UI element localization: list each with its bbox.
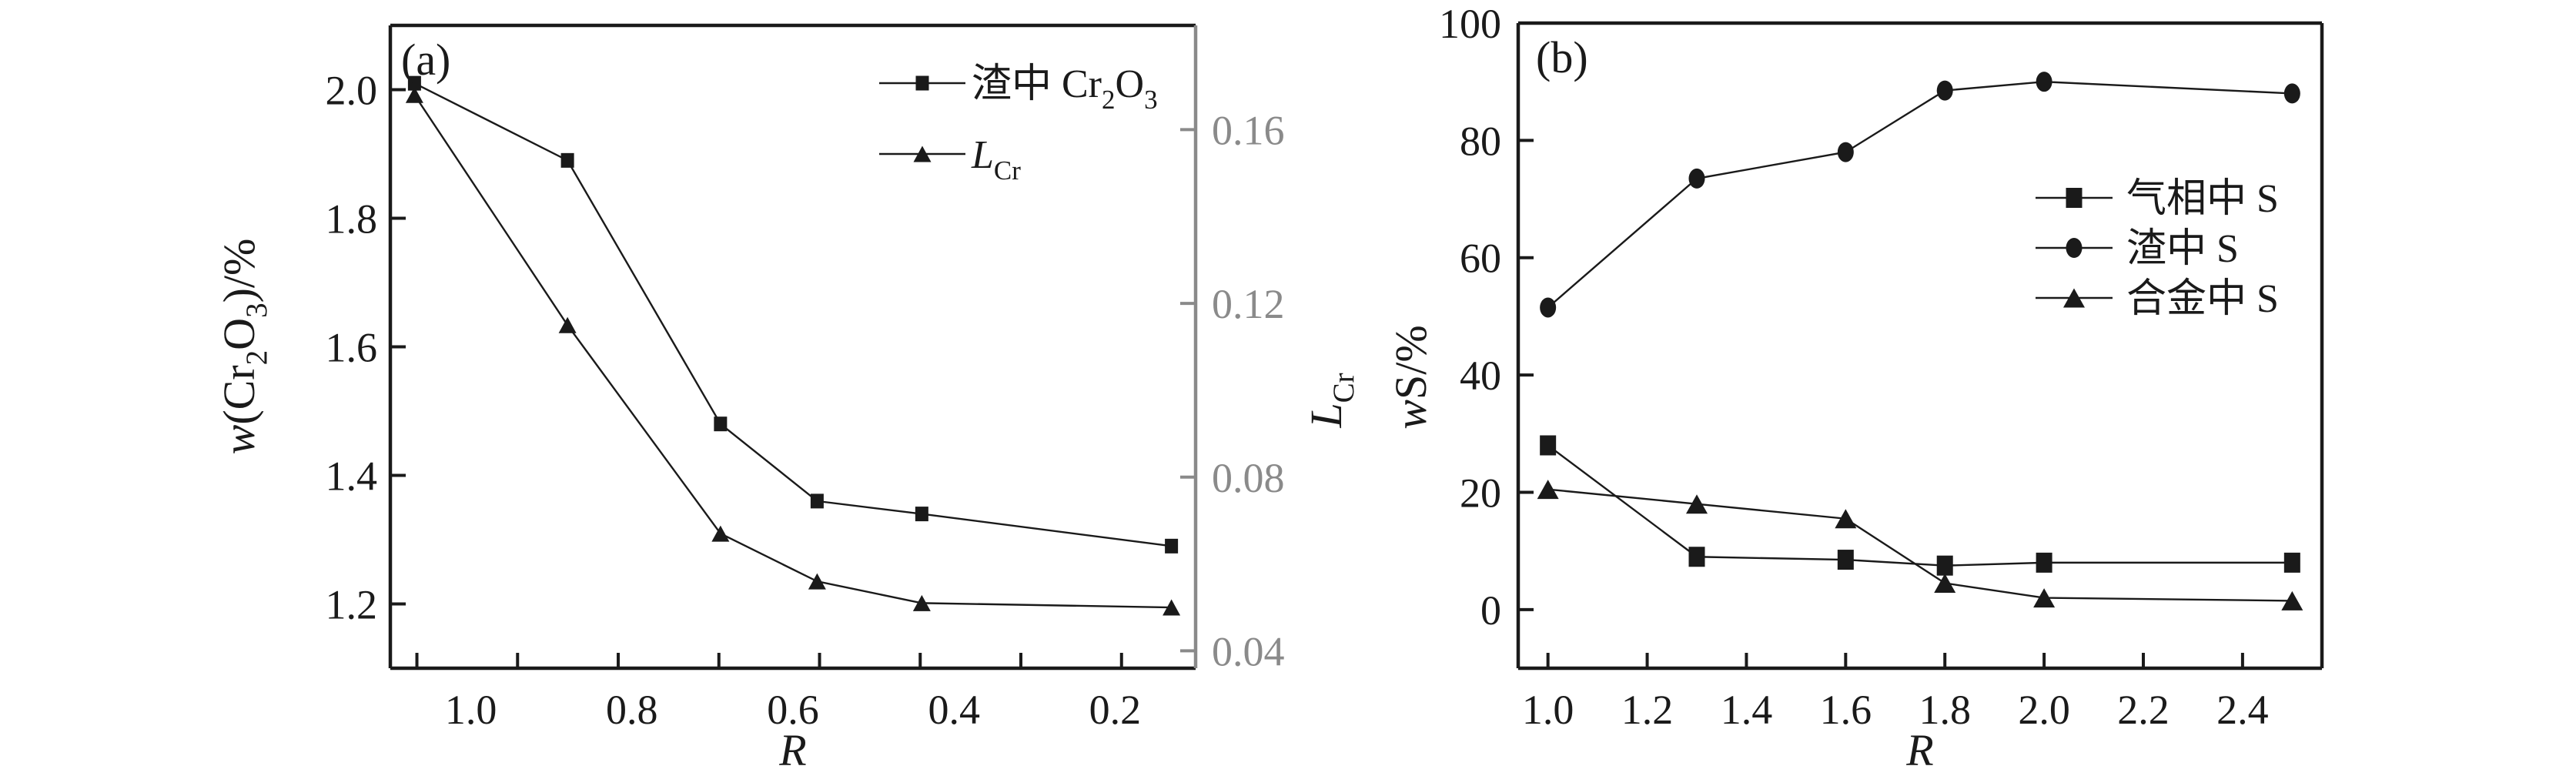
legend-label-gas-s: 气相中 S [2126, 177, 2279, 221]
x-tick-label: 2.0 [2018, 687, 2070, 733]
series-line-lcr [413, 94, 1172, 609]
data-point-alloy-s [1537, 480, 1559, 500]
legend-marker-square-icon [2066, 188, 2083, 208]
y-right-tick-label: 0.04 [1212, 628, 1285, 674]
y-left-tick-label: 1.4 [326, 453, 378, 500]
x-tick-label: 1.4 [1721, 687, 1773, 733]
x-axis-title: R [778, 725, 806, 775]
legend-label-lcr: LCr [971, 133, 1021, 186]
y-left-tick-label: 100 [1439, 1, 1501, 47]
data-point-alloy-s [2281, 590, 2303, 610]
legend-label-slag-s: 渣中 S [2126, 227, 2239, 271]
data-point-gas-s [1837, 550, 1854, 570]
x-tick-label: 0.6 [767, 687, 819, 733]
x-tick-label: 1.2 [1621, 687, 1674, 733]
series-lcr [405, 86, 1181, 616]
data-point-alloy-s [1686, 494, 1708, 514]
legend-label-alloy-s: 合金中 S [2126, 277, 2279, 321]
y-left-tick-label: 60 [1460, 236, 1501, 282]
y-right-axis-title: LCr [1301, 373, 1360, 428]
x-tick-label: 1.0 [1522, 687, 1574, 733]
legend-marker-triangle-icon [913, 146, 932, 162]
series-slag-s [1540, 72, 2300, 318]
data-point-slag-s [2283, 83, 2300, 104]
data-point-lcr [711, 525, 730, 542]
data-point-slag-s [2036, 72, 2052, 92]
legend: 渣中 Cr2O3 LCr [879, 62, 1158, 186]
panel-label: (a) [401, 35, 450, 85]
data-point-lcr [912, 594, 931, 611]
x-tick-label: 0.4 [928, 687, 980, 733]
data-point-slag-s [1540, 297, 1557, 318]
data-point-alloy-s [1835, 509, 1857, 529]
data-point-gas-s [2036, 552, 2052, 573]
y-left-axis-title: w(Cr2O3)/% [214, 239, 273, 455]
panel-label: (b) [1536, 32, 1588, 82]
data-point-alloy-s [1934, 574, 1956, 594]
x-tick-label: 2.4 [2216, 687, 2269, 733]
data-point-gas-s [1936, 555, 1953, 576]
y-left-tick-label: 1.2 [326, 582, 378, 628]
data-point-slag-cr2o3 [810, 493, 824, 509]
data-point-lcr [808, 573, 826, 590]
legend: 气相中 S 渣中 S 合金中 S [2036, 177, 2279, 321]
data-point-slag-cr2o3 [407, 75, 421, 91]
series-alloy-s [1537, 480, 2303, 610]
y-left-tick-label: 2.0 [326, 68, 378, 114]
data-point-alloy-s [2033, 588, 2056, 608]
x-tick-label: 1.0 [445, 687, 497, 733]
data-point-lcr [558, 316, 577, 333]
x-tick-label: 2.2 [2117, 687, 2170, 733]
data-point-lcr [405, 86, 423, 103]
y-left-tick-label: 80 [1460, 118, 1501, 164]
data-point-slag-s [1936, 80, 1953, 101]
series-slag-cr2o3 [407, 75, 1179, 554]
data-point-slag-cr2o3 [714, 416, 728, 432]
y-left-tick-label: 1.8 [326, 196, 378, 242]
series-line-slag-s [1547, 80, 2293, 309]
legend-label-slag-cr2o3: 渣中 Cr2O3 [972, 62, 1158, 115]
data-point-lcr [1163, 599, 1181, 616]
series-line-slag-cr2o3 [413, 82, 1172, 547]
x-axis-title: R [1905, 725, 1933, 775]
y-left-tick-label: 0 [1480, 587, 1501, 634]
data-point-slag-cr2o3 [915, 507, 928, 522]
y-right-tick-label: 0.16 [1212, 107, 1285, 153]
y-right-tick-label: 0.12 [1212, 281, 1285, 327]
series-line-gas-s [1547, 444, 2293, 567]
legend-marker-square-icon [915, 75, 929, 91]
data-point-slag-cr2o3 [560, 152, 574, 168]
data-point-slag-s [1688, 168, 1705, 189]
y-left-tick-label: 20 [1460, 470, 1501, 516]
x-tick-label: 1.6 [1820, 687, 1872, 733]
y-left-tick-label: 40 [1460, 353, 1501, 399]
panel-a: 1.0 0.8 0.6 0.4 0.2 1.2 1.4 1.6 1.8 2.0 0.04 0.08 0.… [214, 23, 1360, 775]
series-gas-s [1540, 435, 2300, 576]
data-point-gas-s [1688, 547, 1705, 567]
y-left-tick-label: 1.6 [326, 325, 378, 371]
data-point-gas-s [2283, 552, 2300, 573]
series-line-alloy-s [1547, 488, 2293, 602]
x-tick-label: 0.8 [606, 687, 658, 733]
panel-b: 1.0 1.2 1.4 1.6 1.8 2.0 2.2 2.4 0 20 40 60 80 100 气相中 … [1386, 1, 2324, 775]
y-left-axis-title: wS/% [1386, 325, 1436, 429]
data-point-slag-s [1837, 142, 1854, 162]
data-point-gas-s [1540, 435, 1557, 456]
y-right-tick-label: 0.08 [1212, 455, 1285, 501]
legend-marker-circle-icon [2066, 238, 2083, 258]
x-tick-label: 0.2 [1089, 687, 1142, 733]
legend-marker-triangle-icon [2063, 288, 2085, 308]
data-point-slag-cr2o3 [1165, 538, 1179, 554]
x-tick-label: 1.8 [1919, 687, 1971, 733]
